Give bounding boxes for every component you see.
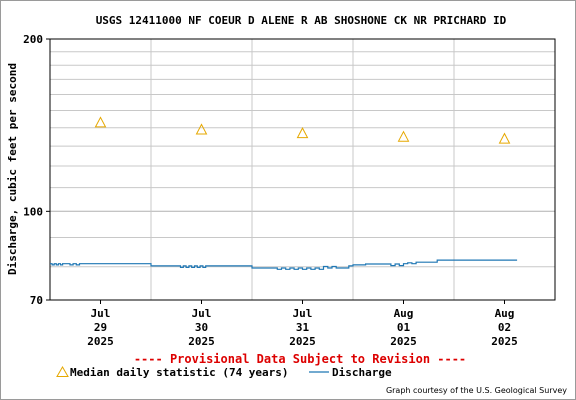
median-point <box>195 123 208 135</box>
median-point <box>94 116 107 128</box>
plot-area <box>49 38 556 301</box>
median-point <box>397 130 410 142</box>
median-point <box>296 127 309 139</box>
x-tick-label: 30 <box>195 321 208 334</box>
y-tick-label: 70 <box>30 294 43 307</box>
legend-label-median: Median daily statistic (74 years) <box>70 366 289 379</box>
legend-label-discharge: Discharge <box>332 366 392 379</box>
y-axis-label: Discharge, cubic feet per second <box>6 63 19 275</box>
chart-title: USGS 12411000 NF COEUR D ALENE R AB SHOS… <box>96 14 507 27</box>
x-tick-label: 01 <box>397 321 411 334</box>
x-tick-label: Jul <box>192 307 212 320</box>
x-tick-label: 2025 <box>390 335 417 348</box>
legend-triangle-icon <box>56 366 69 377</box>
provisional-notice: ---- Provisional Data Subject to Revisio… <box>134 352 466 366</box>
x-tick-label: 2025 <box>188 335 215 348</box>
x-tick-label: 31 <box>296 321 310 334</box>
x-tick-label: Aug <box>495 307 515 320</box>
x-tick-label: 2025 <box>87 335 114 348</box>
x-tick-label: 2025 <box>491 335 518 348</box>
grid-lines <box>50 39 555 300</box>
median-point <box>498 132 511 144</box>
credit-text: Graph courtesy of the U.S. Geological Su… <box>386 386 567 395</box>
x-tick-label: 2025 <box>289 335 316 348</box>
x-tick-label: 02 <box>498 321 511 334</box>
x-tick-label: 29 <box>94 321 107 334</box>
y-tick-label: 200 <box>23 33 43 46</box>
x-tick-label: Aug <box>394 307 414 320</box>
legend: Median daily statistic (74 years) Discha… <box>56 366 392 379</box>
x-tick-label: Jul <box>91 307 111 320</box>
y-tick-label: 100 <box>23 205 43 218</box>
x-tick-label: Jul <box>293 307 313 320</box>
series-markers-median <box>94 116 511 144</box>
x-axis-ticks: Jul292025Jul302025Jul312025Aug012025Aug0… <box>87 300 518 348</box>
series-line-discharge <box>50 259 518 270</box>
y-axis-ticks: 200 100 70 <box>23 33 50 307</box>
